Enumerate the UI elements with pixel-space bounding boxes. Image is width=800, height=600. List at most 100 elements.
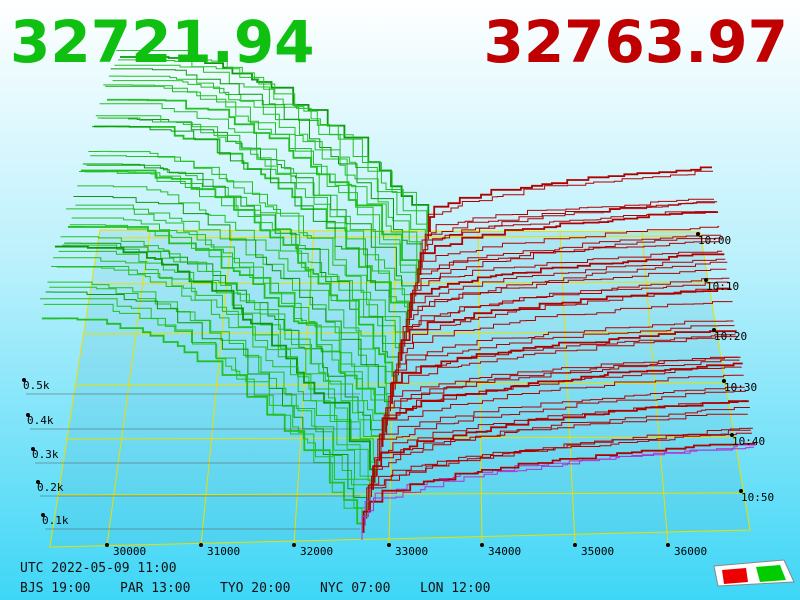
clocks: BJS 19:00 PAR 13:00 TYO 20:00 NYC 07:00 LON …	[20, 581, 490, 596]
ask-line	[424, 202, 716, 254]
ask-line	[385, 356, 741, 433]
price-grid-line	[106, 230, 151, 546]
price-label: 36000	[674, 545, 707, 558]
clock: PAR 13:00	[120, 581, 190, 596]
price-label: 31000	[207, 545, 240, 558]
time-grid-line	[91, 281, 707, 285]
volume-tick	[22, 378, 26, 382]
ask-line	[381, 362, 743, 447]
price-grid-line	[477, 230, 483, 546]
volume-label: 0.4k	[27, 414, 54, 427]
bid-line	[103, 84, 417, 297]
bid-line	[105, 85, 417, 290]
time-label: 10:20	[714, 330, 747, 343]
time-label: 10:50	[741, 491, 774, 504]
bid-line	[82, 163, 399, 376]
bid-line	[110, 68, 423, 268]
bid-line	[93, 125, 409, 333]
ask-line	[413, 250, 723, 304]
bid-line	[54, 245, 376, 483]
price-label: 30000	[113, 545, 146, 558]
bid-line	[118, 59, 429, 240]
bid-line	[62, 244, 382, 455]
volume-label: 0.3k	[32, 448, 59, 461]
ask-line	[391, 330, 737, 404]
volume-label: 0.5k	[23, 379, 50, 392]
bid-line	[116, 49, 428, 247]
bid-line	[53, 257, 374, 490]
price-label: 33000	[395, 545, 428, 558]
floor-edge	[49, 229, 751, 548]
ask-line	[370, 407, 750, 498]
bid-line	[77, 185, 395, 397]
ask-line	[423, 211, 717, 261]
ask-line	[389, 336, 738, 412]
ask-line	[361, 444, 756, 540]
ask-line	[407, 268, 727, 333]
depth-lines	[40, 49, 756, 540]
bid-line	[40, 298, 363, 540]
bid-line	[75, 204, 393, 404]
clock: LON 12:00	[420, 581, 490, 596]
clock: BJS 19:00	[20, 581, 90, 596]
bid-line	[47, 281, 369, 512]
bid-line	[86, 164, 402, 361]
ask-line	[399, 288, 732, 369]
ask-line	[396, 320, 734, 383]
ask-line	[429, 166, 712, 232]
volume-tick	[36, 480, 40, 484]
time-tick	[704, 278, 708, 282]
clock: NYC 07:00	[320, 581, 390, 596]
ask-line	[375, 400, 747, 476]
bid-line	[97, 117, 412, 318]
bid-line	[92, 126, 407, 340]
bid-line	[108, 75, 418, 275]
price-tick	[105, 543, 109, 547]
volume-tick	[26, 413, 30, 417]
ask-line	[421, 201, 718, 268]
bid-line	[43, 303, 366, 526]
ask-line	[418, 225, 720, 283]
3d-glasses-icon[interactable]	[713, 559, 795, 587]
clock: TYO 20:00	[220, 581, 290, 596]
ask-line	[397, 301, 733, 376]
bid-line	[71, 217, 388, 419]
ask-line	[372, 400, 749, 490]
ask-line	[410, 253, 725, 318]
price-tick	[292, 543, 296, 547]
bid-line	[80, 169, 398, 383]
ask-line	[427, 170, 713, 240]
bid-line	[120, 56, 430, 232]
time-tick	[739, 489, 743, 493]
ask-line	[402, 277, 730, 354]
ask-line	[386, 359, 740, 426]
ask-line	[394, 325, 735, 390]
time-grid-line	[58, 492, 742, 496]
ask-line	[367, 432, 752, 512]
time-tick	[722, 379, 726, 383]
volume-label: 0.2k	[37, 481, 64, 494]
price-tick	[199, 543, 203, 547]
time-tick	[730, 433, 734, 437]
lens-left	[722, 568, 748, 584]
bid-line	[114, 64, 426, 254]
utc-time: UTC 2022-05-09 11:00	[20, 561, 177, 576]
price-label: 32000	[300, 545, 333, 558]
time-grid-line	[67, 436, 733, 440]
ask-line	[405, 261, 728, 340]
time-grid-line	[75, 382, 725, 386]
lens-right	[756, 565, 786, 582]
ask-line	[377, 390, 746, 469]
time-label: 10:10	[706, 280, 739, 293]
time-label: 10:00	[698, 234, 731, 247]
ask-line	[383, 366, 742, 440]
ask-line	[412, 237, 724, 311]
ask-line	[419, 211, 719, 275]
bid-line	[66, 208, 385, 440]
ask-line	[408, 258, 726, 326]
bid-line	[73, 196, 391, 412]
price-tick	[480, 543, 484, 547]
bid-line	[95, 115, 410, 326]
ask-line	[374, 413, 748, 483]
bid-line	[49, 286, 371, 505]
